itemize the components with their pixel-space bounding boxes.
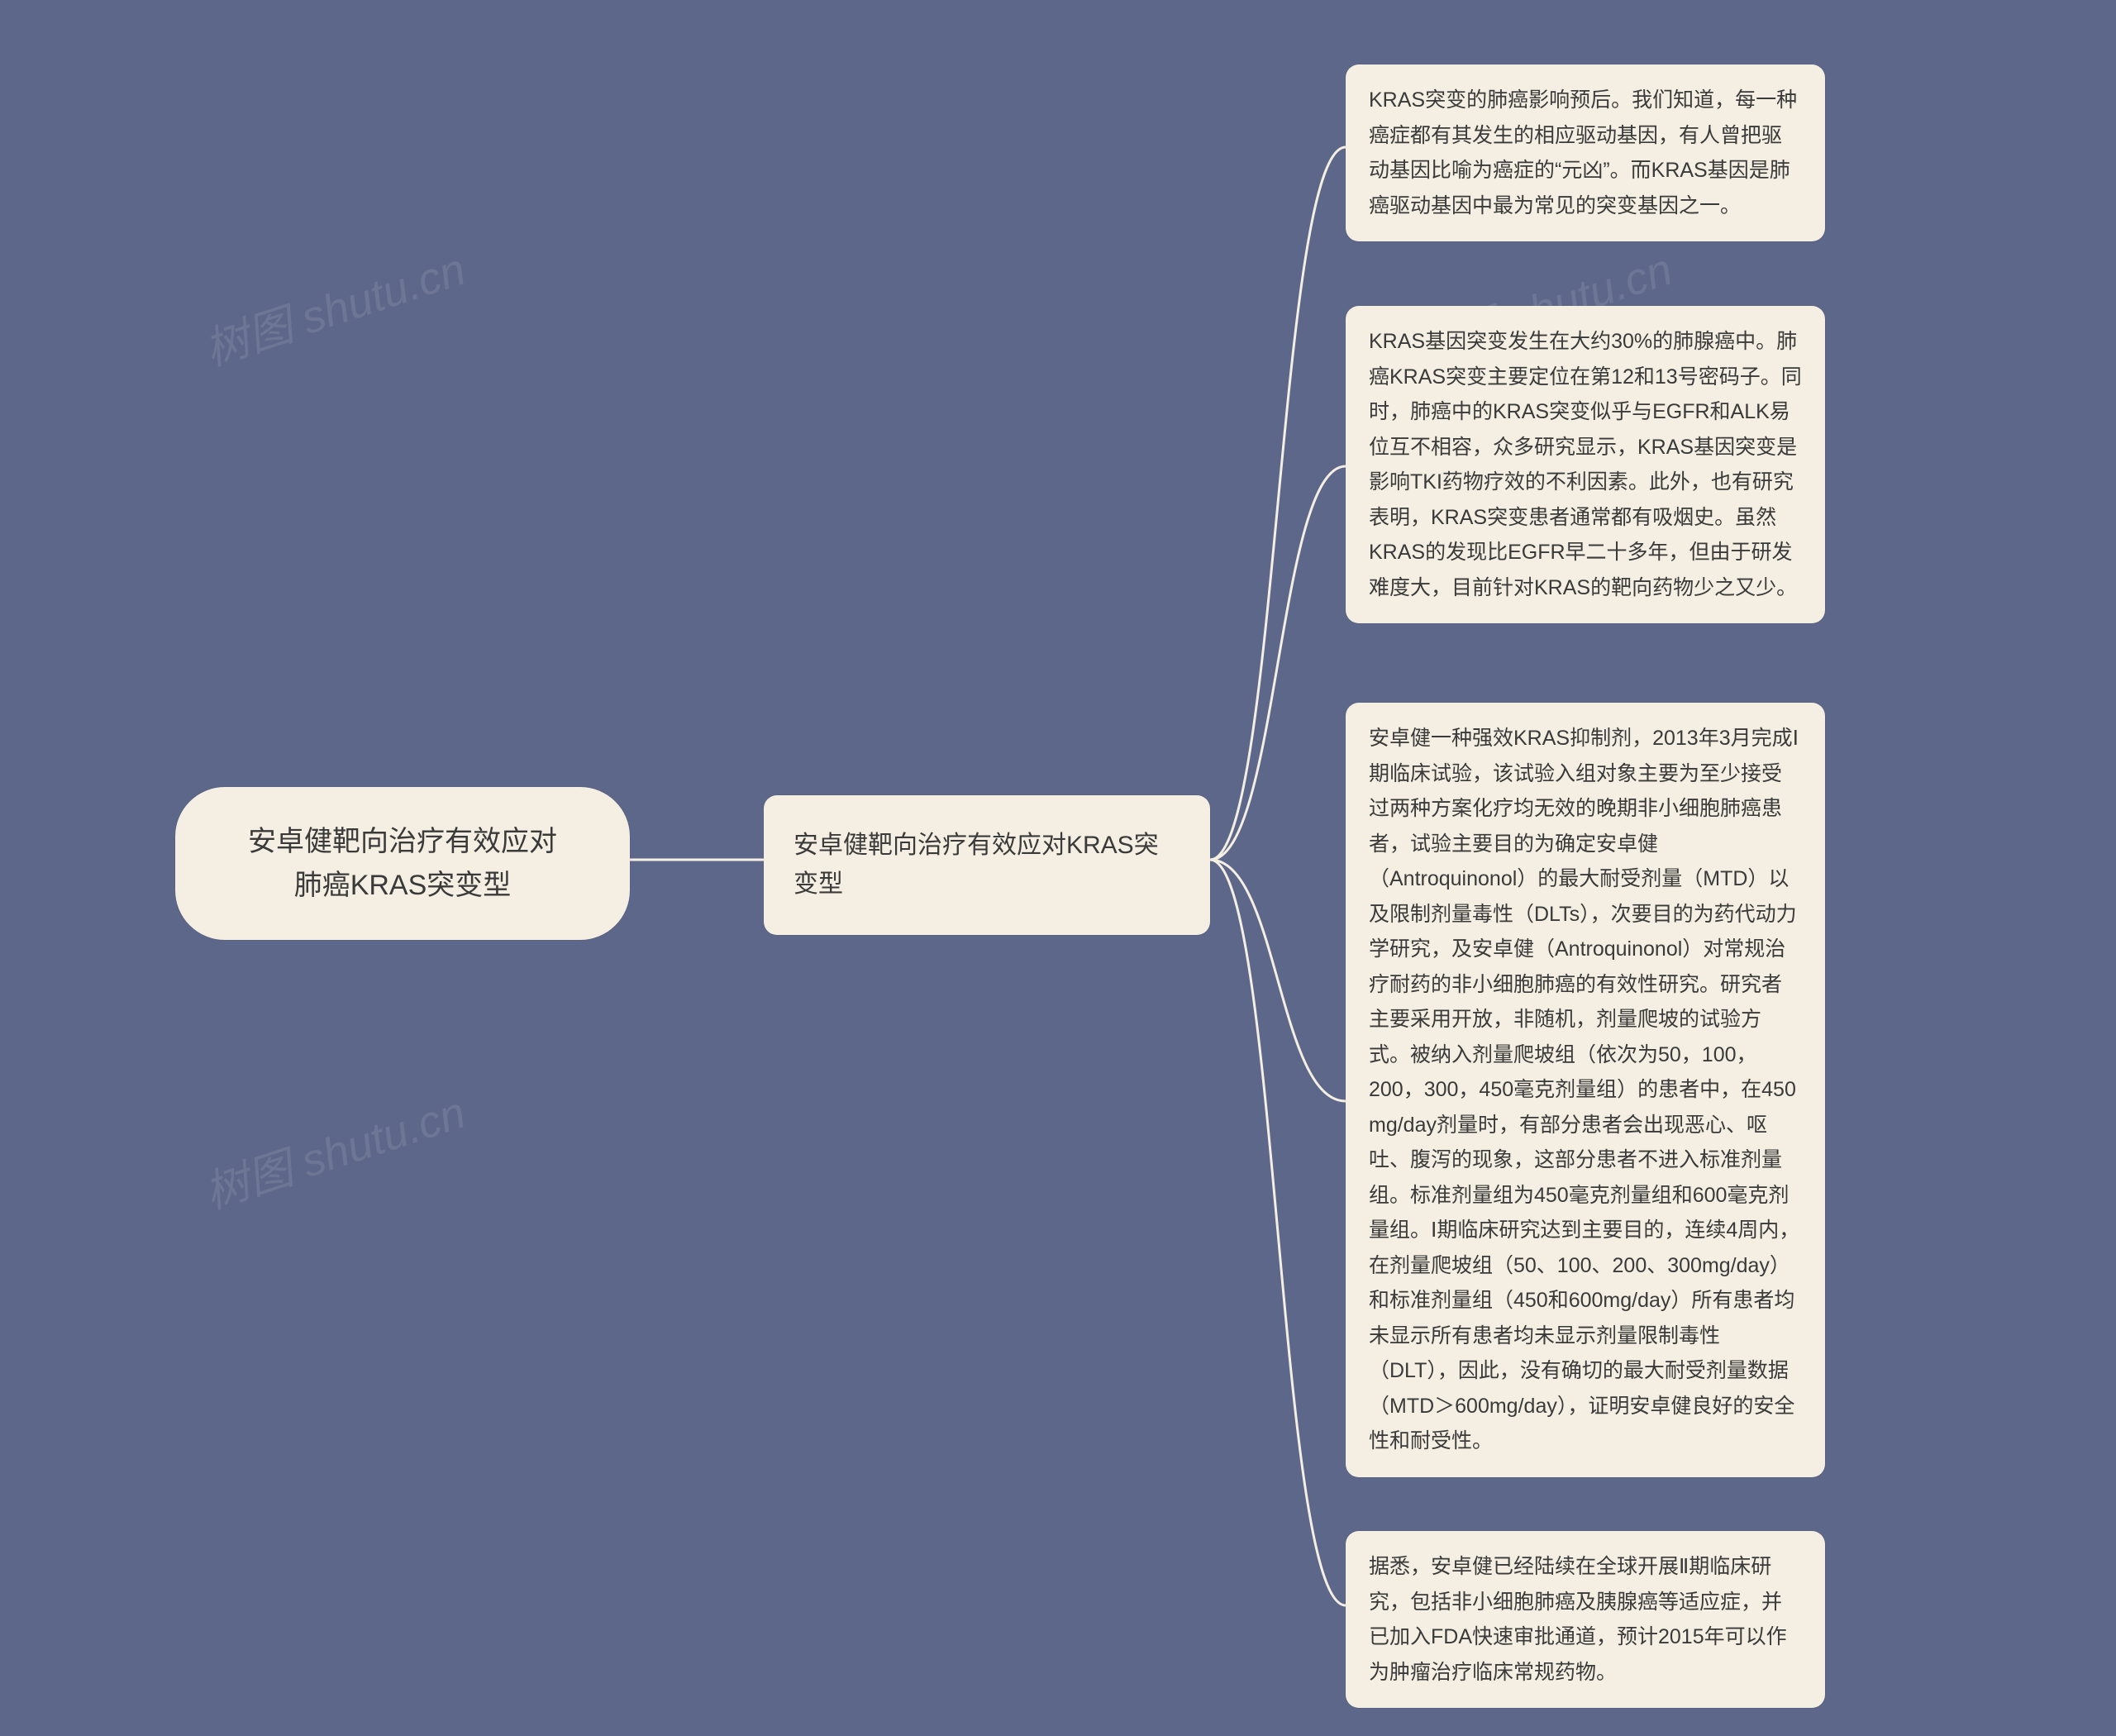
leaf-node[interactable]: KRAS突变的肺癌影响预后。我们知道，每一种癌症都有其发生的相应驱动基因，有人曾…	[1346, 64, 1825, 241]
mindmap-canvas: 树图 shutu.cn 树图 shutu.cn 树图 shutu.cn 树图 s…	[0, 0, 2116, 1736]
leaf-node[interactable]: 据悉，安卓健已经陆续在全球开展Ⅱ期临床研究，包括非小细胞肺癌及胰腺癌等适应症，并…	[1346, 1531, 1825, 1708]
root-node[interactable]: 安卓健靶向治疗有效应对 肺癌KRAS突变型	[175, 787, 630, 940]
leaf-node[interactable]: KRAS基因突变发生在大约30%的肺腺癌中。肺癌KRAS突变主要定位在第12和1…	[1346, 306, 1825, 623]
root-text-line1: 安卓健靶向治疗有效应对	[248, 826, 557, 857]
leaf-text: 据悉，安卓健已经陆续在全球开展Ⅱ期临床研究，包括非小细胞肺癌及胰腺癌等适应症，并…	[1369, 1555, 1787, 1684]
watermark: 树图 shutu.cn	[195, 232, 473, 378]
sub-text-line2: 变型	[794, 870, 843, 898]
leaf-text: KRAS基因突变发生在大约30%的肺腺癌中。肺癌KRAS突变主要定位在第12和1…	[1369, 330, 1802, 599]
sub-node[interactable]: 安卓健靶向治疗有效应对KRAS突 变型	[764, 795, 1210, 935]
root-text-line2: 肺癌KRAS突变型	[294, 870, 512, 901]
sub-text-line1: 安卓健靶向治疗有效应对KRAS突	[794, 832, 1159, 859]
leaf-text: 安卓健一种强效KRAS抑制剂，2013年3月完成Ⅰ期临床试验，该试验入组对象主要…	[1369, 727, 1799, 1452]
watermark: 树图 shutu.cn	[195, 1075, 473, 1221]
leaf-node[interactable]: 安卓健一种强效KRAS抑制剂，2013年3月完成Ⅰ期临床试验，该试验入组对象主要…	[1346, 703, 1825, 1477]
leaf-text: KRAS突变的肺癌影响预后。我们知道，每一种癌症都有其发生的相应驱动基因，有人曾…	[1369, 88, 1797, 217]
